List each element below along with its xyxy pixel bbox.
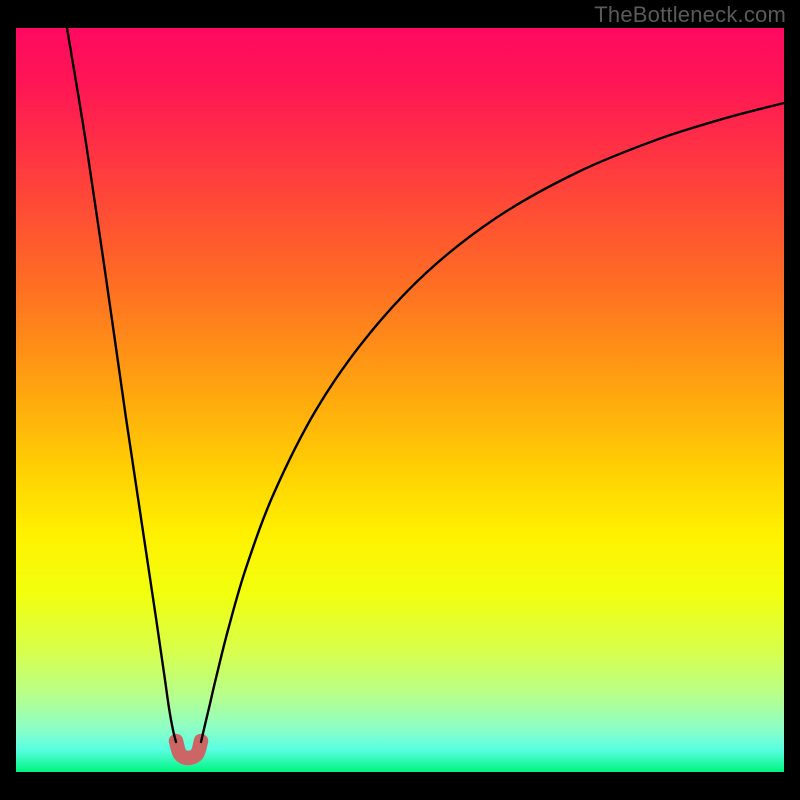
bottleneck-chart [0, 0, 800, 800]
watermark-text: TheBottleneck.com [594, 2, 786, 28]
gradient-panel [16, 28, 784, 772]
chart-container: TheBottleneck.com [0, 0, 800, 800]
